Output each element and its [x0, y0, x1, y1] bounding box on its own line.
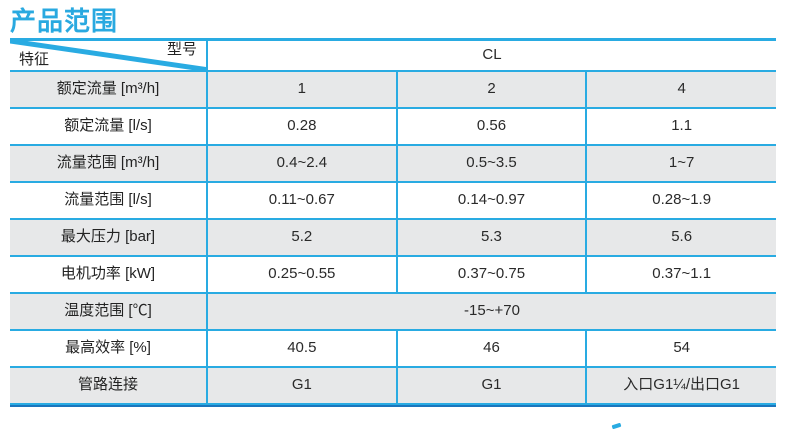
row-label: 最大压力 [bar] — [10, 217, 208, 257]
value-cell: 0.5~3.5 — [395, 143, 588, 183]
product-range-table: 型号 特征 CL 额定流量 [m³/h] 1 2 4 额定流量 [l/s] 0.… — [10, 38, 776, 405]
value-cell: 5.2 — [206, 217, 398, 257]
value-cell: 54 — [585, 328, 776, 368]
value-cell: 入口G1¼/出口G1 — [585, 365, 776, 405]
value-cell: G1 — [395, 365, 588, 405]
value-cell: 0.37~1.1 — [585, 254, 776, 294]
value-cell: 1.1 — [585, 106, 776, 146]
table-header-row: 型号 特征 CL — [10, 39, 776, 72]
series-header-cell: CL — [206, 39, 776, 72]
value-cell: 5.3 — [395, 217, 588, 257]
feature-axis-label: 特征 — [19, 51, 50, 68]
table-row: 流量范围 [l/s] 0.11~0.67 0.14~0.97 0.28~1.9 — [10, 180, 776, 220]
table-row: 电机功率 [kW] 0.25~0.55 0.37~0.75 0.37~1.1 — [10, 254, 776, 294]
diagonal-header-cell: 型号 特征 — [10, 39, 208, 72]
value-cell: 40.5 — [206, 328, 398, 368]
table-row: 额定流量 [l/s] 0.28 0.56 1.1 — [10, 106, 776, 146]
table-row: 流量范围 [m³/h] 0.4~2.4 0.5~3.5 1~7 — [10, 143, 776, 183]
row-label: 最高效率 [%] — [10, 328, 208, 368]
table-row: 最高效率 [%] 40.5 46 54 — [10, 328, 776, 368]
value-cell: 1~7 — [585, 143, 776, 183]
value-cell: 0.28 — [206, 106, 398, 146]
value-cell: 1 — [206, 69, 398, 109]
value-cell: G1 — [206, 365, 398, 405]
row-label: 额定流量 [l/s] — [10, 106, 208, 146]
row-label: 温度范围 [℃] — [10, 291, 208, 331]
value-cell: 5.6 — [585, 217, 776, 257]
value-cell: 0.56 — [395, 106, 588, 146]
value-cell: 4 — [585, 69, 776, 109]
value-cell: 0.25~0.55 — [206, 254, 398, 294]
table-row: 温度范围 [℃] -15~+70 — [10, 291, 776, 331]
row-label: 流量范围 [m³/h] — [10, 143, 208, 183]
value-cell: 2 — [395, 69, 588, 109]
value-cell-merged: -15~+70 — [206, 291, 776, 331]
table-row: 管路连接 G1 G1 入口G1¼/出口G1 — [10, 365, 776, 405]
model-axis-label: 型号 — [166, 41, 197, 58]
value-cell: 0.11~0.67 — [206, 180, 398, 220]
value-cell: 0.37~0.75 — [395, 254, 588, 294]
value-cell: 0.4~2.4 — [206, 143, 398, 183]
table-row: 额定流量 [m³/h] 1 2 4 — [10, 69, 776, 109]
value-cell: 46 — [395, 328, 588, 368]
row-label: 管路连接 — [10, 365, 208, 405]
table-row: 最大压力 [bar] 5.2 5.3 5.6 — [10, 217, 776, 257]
diagonal-divider-line — [10, 41, 206, 70]
value-cell: 0.28~1.9 — [585, 180, 776, 220]
value-cell: 0.14~0.97 — [395, 180, 588, 220]
page-title: 产品范围 — [10, 6, 119, 36]
row-label: 电机功率 [kW] — [10, 254, 208, 294]
decorative-mark — [611, 422, 622, 430]
row-label: 流量范围 [l/s] — [10, 180, 208, 220]
row-label: 额定流量 [m³/h] — [10, 69, 208, 109]
